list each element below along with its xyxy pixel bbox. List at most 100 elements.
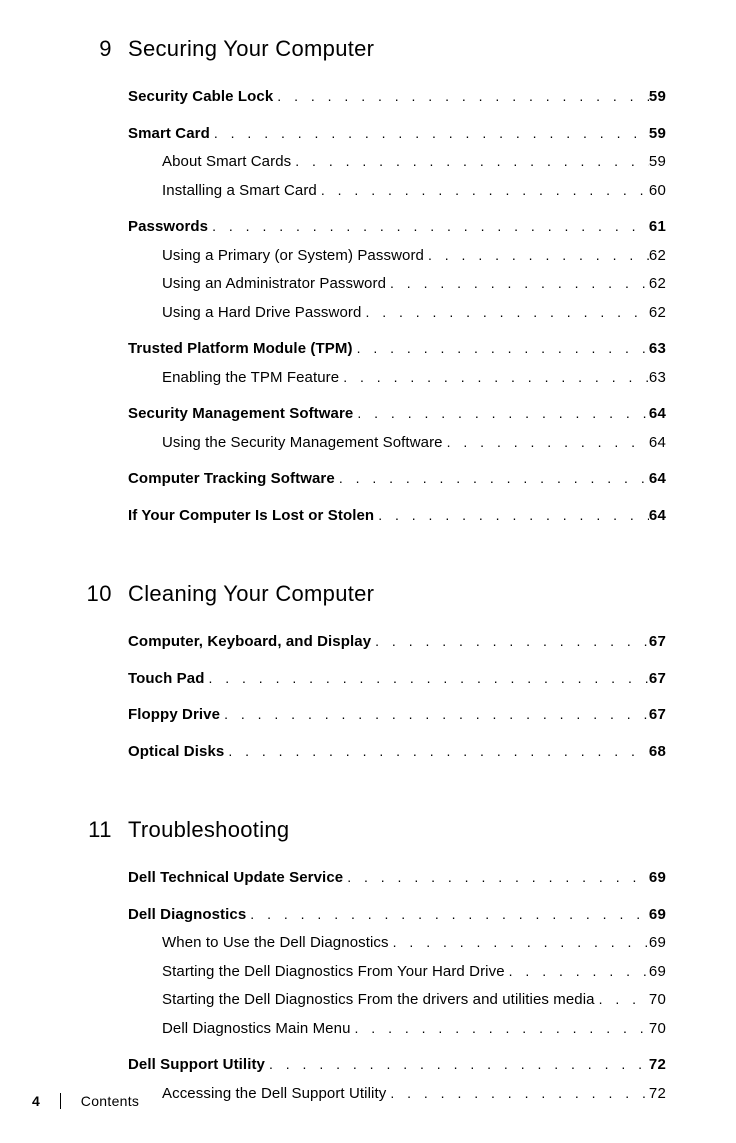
leader-dots: . . . . . . . . . . . . . . . . . . . . … (208, 216, 649, 237)
leader-dots: . . . . . . . . . . . . . . . . . . . . … (361, 302, 648, 323)
entry-label: Dell Support Utility (128, 1054, 265, 1077)
entry-page: 59 (649, 123, 666, 146)
toc-entry: If Your Computer Is Lost or Stolen . . .… (128, 505, 666, 528)
toc-content: 9Securing Your Computer Security Cable Lo… (70, 36, 666, 1105)
entry-label: Enabling the TPM Feature (162, 367, 339, 390)
toc-entry: Starting the Dell Diagnostics From Your … (128, 961, 666, 984)
entry-label: Security Management Software (128, 403, 353, 426)
chapter: 9Securing Your Computer Security Cable Lo… (70, 36, 666, 527)
entry-label: About Smart Cards (162, 151, 291, 174)
page-footer: 4 Contents (32, 1093, 139, 1109)
toc-entry: Accessing the Dell Support Utility . . .… (128, 1083, 666, 1106)
toc-entry: Computer, Keyboard, and Display . . . . … (128, 631, 666, 654)
chapter: 10Cleaning Your Computer Computer, Keyboa… (70, 581, 666, 763)
entry-label: Trusted Platform Module (TPM) (128, 338, 353, 361)
leader-dots: . . . . . . . . . . . . . . . . . . . . … (343, 867, 649, 888)
chapter-title: Troubleshooting (128, 817, 289, 843)
toc-entry: Using a Hard Drive Password . . . . . . … (128, 302, 666, 325)
entry-page: 69 (649, 904, 666, 927)
entry-label: Passwords (128, 216, 208, 239)
entry-page: 62 (649, 302, 666, 325)
leader-dots: . . . . . . . . . . . . . . . . . . . . … (265, 1054, 649, 1075)
leader-dots: . . . . . . . . . . . . . . . . . . . . … (374, 505, 649, 526)
entry-label: Accessing the Dell Support Utility (162, 1083, 386, 1106)
leader-dots: . . . . . . . . . . . . . . . . . . . . … (291, 151, 649, 172)
chapter-number: 11 (70, 817, 128, 843)
entry-page: 63 (649, 338, 666, 361)
entry-label: Using a Primary (or System) Password (162, 245, 424, 268)
leader-dots: . . . . . . . . . . . . . . . . . . . . … (210, 123, 649, 144)
leader-dots: . . . . . . . . . . . . . . . . . . . . … (353, 403, 649, 424)
entry-page: 72 (649, 1054, 666, 1077)
entry-label: Using an Administrator Password (162, 273, 386, 296)
toc-entry: Using the Security Management Software .… (128, 432, 666, 455)
leader-dots: . . . . . . . . . . . . . . . . . . . . … (220, 704, 649, 725)
toc-entry: When to Use the Dell Diagnostics . . . .… (128, 932, 666, 955)
leader-dots: . . . . . . . . . . . . . . . . . . . . … (424, 245, 649, 266)
chapter-title: Securing Your Computer (128, 36, 374, 62)
entry-page: 62 (649, 273, 666, 296)
chapter: 11Troubleshooting Dell Technical Update S… (70, 817, 666, 1105)
entry-page: 67 (649, 704, 666, 727)
chapter-title: Cleaning Your Computer (128, 581, 374, 607)
toc-entry: Enabling the TPM Feature . . . . . . . .… (128, 367, 666, 390)
entry-label: Dell Diagnostics Main Menu (162, 1018, 351, 1041)
toc-entry: Smart Card . . . . . . . . . . . . . . .… (128, 123, 666, 146)
entry-label: Starting the Dell Diagnostics From Your … (162, 961, 505, 984)
toc-entry: Dell Diagnostics Main Menu . . . . . . .… (128, 1018, 666, 1041)
entry-label: Starting the Dell Diagnostics From the d… (162, 989, 595, 1012)
toc-entry: Using an Administrator Password . . . . … (128, 273, 666, 296)
toc-entry: Starting the Dell Diagnostics From the d… (128, 989, 666, 1012)
leader-dots: . . . . . . . . . . . . . . . . . . . . … (371, 631, 649, 652)
entry-label: Dell Technical Update Service (128, 867, 343, 890)
entry-label: Touch Pad (128, 668, 204, 691)
entries: Computer, Keyboard, and Display . . . . … (70, 631, 666, 763)
entry-label: Security Cable Lock (128, 86, 273, 109)
leader-dots: . . . . . . . . . . . . . . . . . . . . … (224, 741, 649, 762)
toc-entry: Security Cable Lock . . . . . . . . . . … (128, 86, 666, 109)
entry-page: 60 (649, 180, 666, 203)
entry-page: 72 (649, 1083, 666, 1106)
chapter-number: 10 (70, 581, 128, 607)
entry-page: 69 (649, 867, 666, 890)
leader-dots: . . . . . . . . . . . . . . . . . . . . … (335, 468, 649, 489)
entry-page: 64 (649, 468, 666, 491)
footer-divider (60, 1093, 61, 1109)
entry-page: 68 (649, 741, 666, 764)
entry-label: Computer Tracking Software (128, 468, 335, 491)
leader-dots: . . . . . . . . . . . . . . . . . . . . … (505, 961, 649, 982)
toc-entry: Computer Tracking Software . . . . . . .… (128, 468, 666, 491)
toc-entry: Floppy Drive . . . . . . . . . . . . . .… (128, 704, 666, 727)
entry-page: 69 (649, 932, 666, 955)
leader-dots: . . . . . . . . . . . . . . . . . . . . … (204, 668, 648, 689)
leader-dots: . . . . . . . . . . . . . . . . . . . . … (351, 1018, 649, 1039)
entry-label: Installing a Smart Card (162, 180, 317, 203)
entry-page: 64 (649, 403, 666, 426)
leader-dots: . . . . . . . . . . . . . . . . . . . . … (273, 86, 649, 107)
leader-dots: . . . . . . . . . . . . . . . . . . . . … (386, 273, 649, 294)
toc-entry: Passwords . . . . . . . . . . . . . . . … (128, 216, 666, 239)
entry-label: Smart Card (128, 123, 210, 146)
toc-entry: Dell Technical Update Service . . . . . … (128, 867, 666, 890)
footer-label: Contents (81, 1093, 139, 1109)
chapter-number: 9 (70, 36, 128, 62)
toc-entry: Dell Diagnostics . . . . . . . . . . . .… (128, 904, 666, 927)
entry-page: 67 (649, 668, 666, 691)
leader-dots: . . . . . . . . . . . . . . . . . . . . … (595, 989, 649, 1010)
entry-label: Using the Security Management Software (162, 432, 443, 455)
entry-page: 62 (649, 245, 666, 268)
toc-entry: About Smart Cards . . . . . . . . . . . … (128, 151, 666, 174)
entry-label: When to Use the Dell Diagnostics (162, 932, 389, 955)
entry-page: 67 (649, 631, 666, 654)
chapter-header: 9Securing Your Computer (70, 36, 666, 62)
entry-page: 64 (649, 432, 666, 455)
entry-page: 70 (649, 989, 666, 1012)
entries: Security Cable Lock . . . . . . . . . . … (70, 86, 666, 527)
entry-page: 69 (649, 961, 666, 984)
entry-page: 61 (649, 216, 666, 239)
entry-page: 70 (649, 1018, 666, 1041)
chapter-header: 11Troubleshooting (70, 817, 666, 843)
entry-page: 59 (649, 86, 666, 109)
toc-entry: Optical Disks . . . . . . . . . . . . . … (128, 741, 666, 764)
entry-label: Optical Disks (128, 741, 224, 764)
